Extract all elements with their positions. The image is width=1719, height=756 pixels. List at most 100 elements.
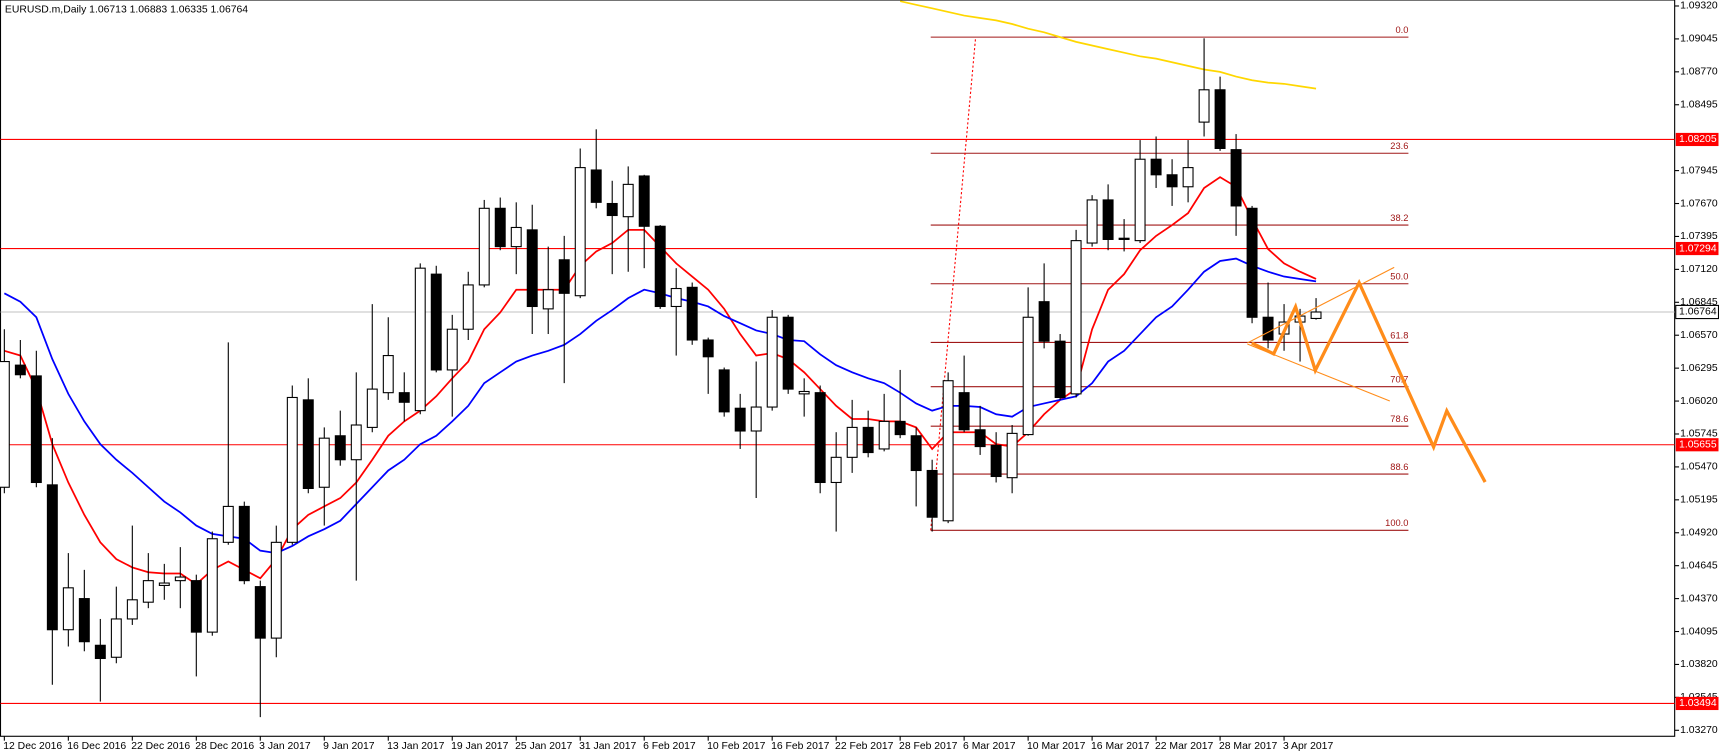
y-tick-label: 1.04370 bbox=[1680, 593, 1718, 604]
candle-body bbox=[670, 287, 682, 308]
candle-body bbox=[590, 169, 602, 203]
level-label: 1.05655 bbox=[1679, 440, 1717, 451]
candle-layer bbox=[0, 38, 1322, 718]
candle-body bbox=[78, 598, 90, 643]
candle-body bbox=[1102, 199, 1114, 240]
candle-body bbox=[1150, 158, 1162, 176]
candle-body bbox=[814, 392, 826, 484]
y-tick-label: 1.04645 bbox=[1680, 560, 1718, 571]
candle-body bbox=[158, 582, 170, 586]
y-tick-label: 1.07395 bbox=[1680, 231, 1718, 242]
candle-body bbox=[270, 541, 282, 639]
candle-body bbox=[974, 429, 986, 448]
candle-body bbox=[718, 369, 730, 413]
candle-body bbox=[126, 599, 138, 620]
candle-body bbox=[734, 407, 746, 432]
level-label: 1.03494 bbox=[1679, 698, 1717, 709]
fibo-label: 38.2 bbox=[1390, 213, 1408, 223]
fibo-label: 61.8 bbox=[1390, 330, 1408, 340]
candle-body bbox=[1070, 240, 1082, 395]
fibo-label: 88.6 bbox=[1390, 462, 1408, 472]
chart-title: EURUSD.m,Daily 1.06713 1.06883 1.06335 1… bbox=[5, 5, 248, 16]
candle-body bbox=[1182, 167, 1194, 188]
projection bbox=[1247, 266, 1487, 483]
candle-body bbox=[798, 390, 810, 395]
candle-body bbox=[654, 225, 666, 308]
candle-body bbox=[174, 576, 186, 582]
wedge-line bbox=[1247, 266, 1395, 344]
candle-body bbox=[894, 420, 906, 436]
x-tick-label: 25 Jan 2017 bbox=[515, 741, 572, 752]
candle-body bbox=[318, 437, 330, 488]
candle-body bbox=[254, 586, 266, 639]
candle-body bbox=[1262, 316, 1274, 341]
y-tick-label: 1.06570 bbox=[1680, 330, 1718, 341]
x-tick-label: 22 Feb 2017 bbox=[835, 741, 894, 752]
candle-body bbox=[286, 396, 298, 543]
candle-body bbox=[1198, 89, 1210, 123]
candle-body bbox=[30, 375, 42, 484]
candle-body bbox=[510, 226, 522, 248]
candle-body bbox=[1038, 301, 1050, 342]
moving-average bbox=[899, 0, 1317, 90]
y-tick-label: 1.07670 bbox=[1680, 198, 1718, 209]
x-tick-label: 13 Jan 2017 bbox=[387, 741, 444, 752]
x-tick-label: 10 Feb 2017 bbox=[707, 741, 766, 752]
candle-body bbox=[526, 229, 538, 308]
candle-body bbox=[750, 406, 762, 432]
candle-body bbox=[686, 286, 698, 341]
candle-body bbox=[1054, 340, 1066, 399]
candle-body bbox=[942, 380, 954, 522]
candle-body bbox=[1230, 149, 1242, 207]
candle-body bbox=[382, 355, 394, 394]
level-box bbox=[1675, 696, 1719, 711]
candle-body bbox=[334, 435, 346, 461]
x-tick-label: 10 Mar 2017 bbox=[1027, 741, 1086, 752]
y-tick-label: 1.06020 bbox=[1680, 396, 1718, 407]
x-tick-label: 16 Feb 2017 bbox=[771, 741, 830, 752]
candle-body bbox=[846, 426, 858, 458]
candle-body bbox=[638, 175, 650, 227]
x-tick-label: 16 Mar 2017 bbox=[1091, 741, 1150, 752]
candle-body bbox=[702, 339, 714, 358]
y-tick-label: 1.05745 bbox=[1680, 429, 1718, 440]
candle-body bbox=[542, 289, 554, 310]
candle-body bbox=[46, 484, 58, 631]
candle-body bbox=[206, 538, 218, 633]
y-tick-label: 1.04095 bbox=[1680, 626, 1718, 637]
candle-body bbox=[558, 259, 570, 294]
candle-body bbox=[94, 644, 106, 660]
level-label: 1.07294 bbox=[1679, 243, 1717, 254]
level-box bbox=[1675, 132, 1719, 147]
x-tick-label: 31 Jan 2017 bbox=[579, 741, 636, 752]
candle-body bbox=[1246, 207, 1258, 318]
y-tick-label: 1.03270 bbox=[1680, 725, 1718, 736]
x-tick-label: 9 Jan 2017 bbox=[323, 741, 375, 752]
fibo-label: 23.6 bbox=[1390, 141, 1408, 151]
candle-body bbox=[766, 316, 778, 408]
candle-body bbox=[1134, 158, 1146, 242]
candle-body bbox=[398, 392, 410, 403]
fibo-label: 50.0 bbox=[1390, 272, 1408, 282]
candle-body bbox=[1310, 311, 1322, 320]
candle-body bbox=[366, 388, 378, 428]
candle-body bbox=[110, 618, 122, 658]
y-tick-label: 1.05470 bbox=[1680, 462, 1718, 473]
candle-body bbox=[350, 424, 362, 461]
fibo-label: 100.0 bbox=[1385, 518, 1408, 528]
candle-body bbox=[446, 328, 458, 371]
candle-body bbox=[862, 426, 874, 454]
candle-body bbox=[606, 202, 618, 217]
y-tick-label: 1.08495 bbox=[1680, 100, 1718, 111]
x-tick-label: 16 Dec 2016 bbox=[67, 741, 126, 752]
y-tick-label: 1.06845 bbox=[1680, 297, 1718, 308]
x-tick-label: 6 Mar 2017 bbox=[963, 741, 1016, 752]
candle-body bbox=[926, 469, 938, 518]
candle-body bbox=[222, 505, 234, 543]
x-tick-label: 12 Dec 2016 bbox=[3, 741, 62, 752]
x-tick-label: 28 Feb 2017 bbox=[899, 741, 958, 752]
x-tick-label: 28 Dec 2016 bbox=[195, 741, 254, 752]
candle-body bbox=[830, 456, 842, 484]
candle-body bbox=[990, 444, 1002, 478]
